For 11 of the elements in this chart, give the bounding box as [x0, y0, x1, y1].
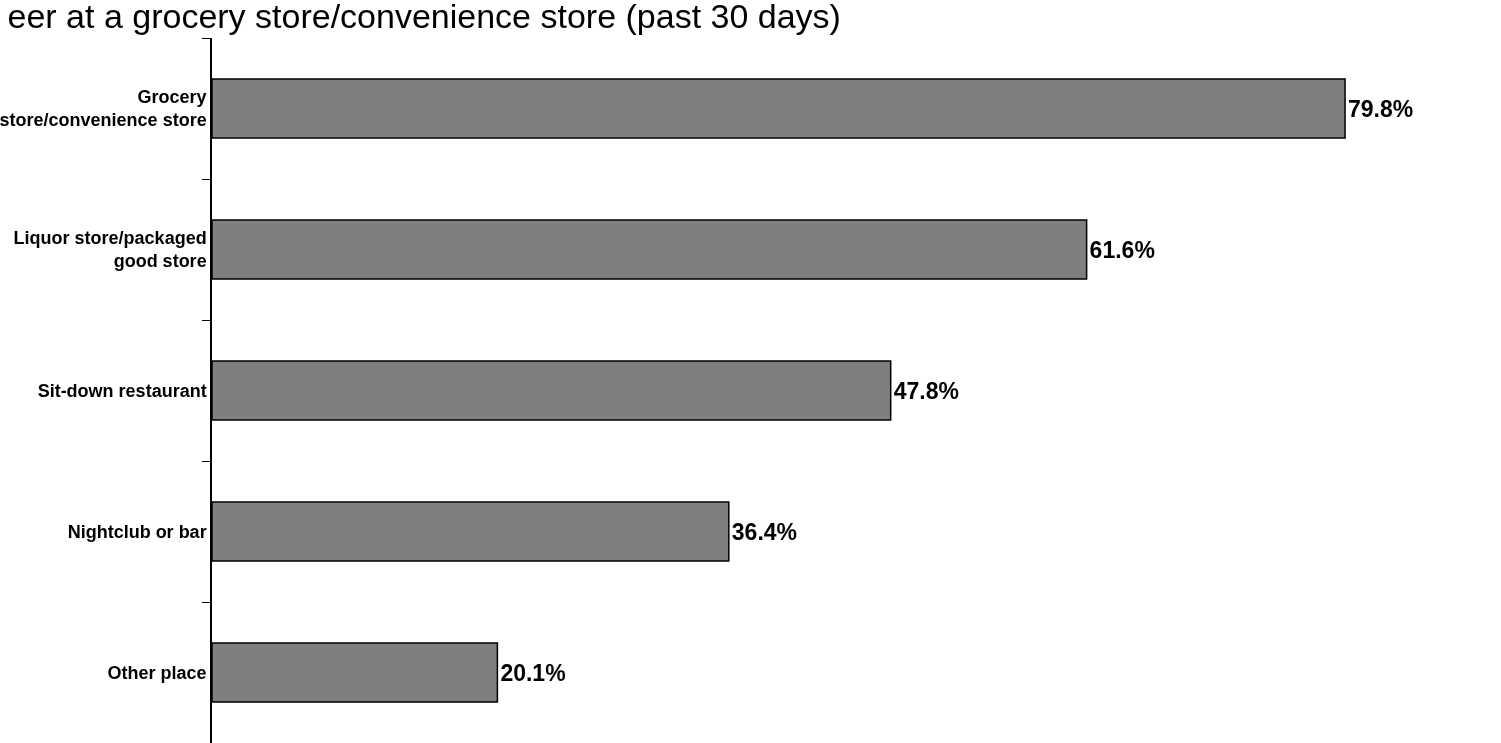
data-label: 79.8%: [1348, 95, 1414, 122]
y-tick-label: Nightclub or bar: [67, 521, 207, 542]
data-label: 47.8%: [893, 377, 959, 404]
y-tick-label: Grocery store/convenience store: [0, 87, 207, 131]
data-label: 36.4%: [731, 518, 798, 545]
data-label: 61.6%: [1089, 236, 1155, 263]
data-label: 20.1%: [500, 659, 566, 686]
y-tick-label: Liquor store/packaged good store: [13, 228, 207, 272]
chart-title: eer at a grocery store/convenience store (past 30 days): [7, 0, 841, 35]
y-tick-label: Sit-down restaurant: [37, 380, 207, 401]
y-tick-label: Other place: [107, 662, 207, 683]
